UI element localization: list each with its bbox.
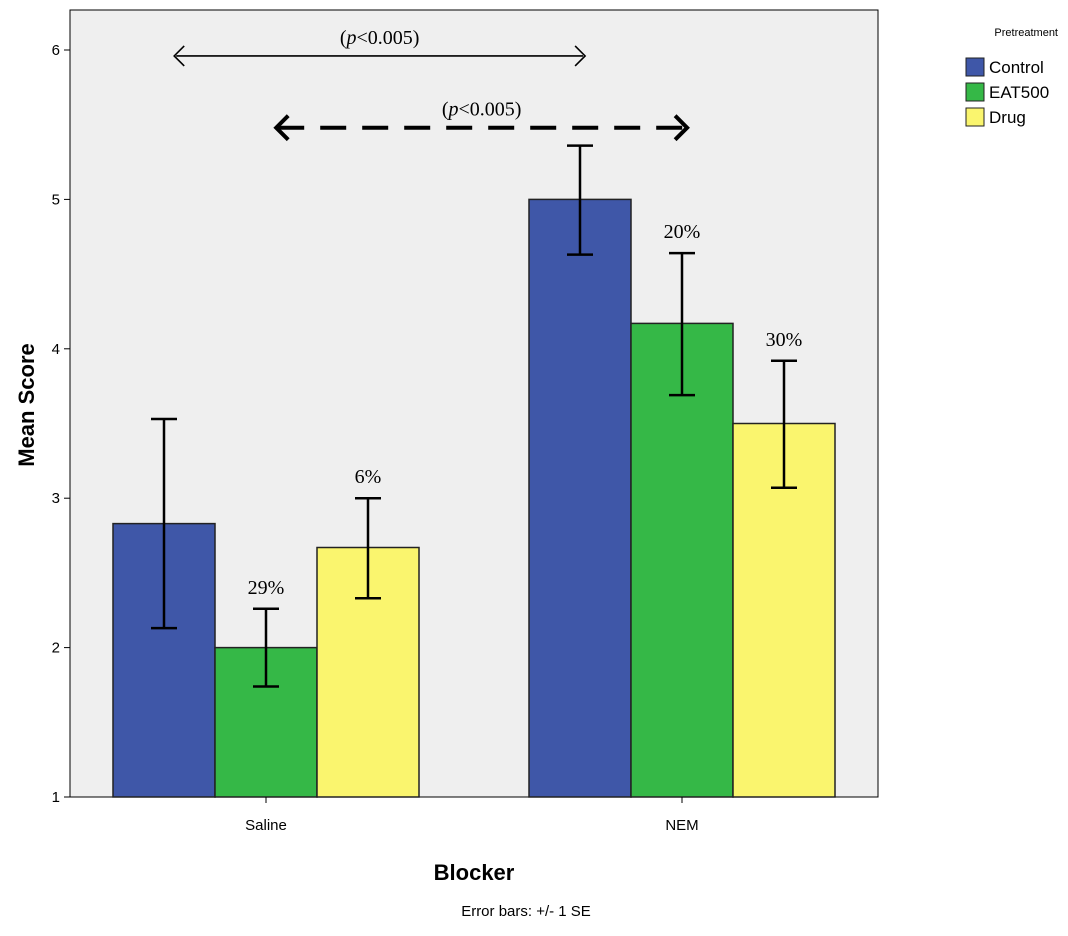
value-label-eat500-nem: 20% (664, 221, 701, 243)
y-tick-label-6: 6 (52, 42, 60, 59)
legend-swatch-eat500 (965, 82, 985, 102)
legend-swatch-drug (965, 107, 985, 127)
legend-label-control: Control (989, 58, 1044, 77)
error-bar-control-nem (567, 144, 593, 256)
y-tick-label-3: 3 (52, 490, 60, 507)
legend: Pretreatment Control EAT500 Drug (965, 27, 1058, 127)
bar-eat500-nem (630, 322, 734, 798)
comparison-arrow-1 (173, 45, 587, 67)
legend-label-drug: Drug (989, 108, 1026, 127)
bar-control-nem (528, 198, 632, 798)
x-axis-title: Blocker (434, 860, 515, 885)
comparison-label-1: (p<0.005) (340, 27, 420, 49)
legend-item-drug: Drug (965, 107, 1026, 127)
axes-layer: 1 2 3 4 5 6 Saline NEM (52, 42, 699, 834)
legend-title: Pretreatment (994, 27, 1058, 39)
y-tick-label-5: 5 (52, 191, 60, 208)
y-tick-label-2: 2 (52, 640, 60, 657)
annotations-layer: 29% 20% 6% 30% (p<0.005) (p<0.005) (173, 27, 803, 599)
legend-swatch-control (965, 57, 985, 77)
error-bar-eat500-saline (253, 607, 279, 688)
comparison-label-2: (p<0.005) (442, 99, 522, 121)
error-bars-layer (151, 144, 797, 688)
error-bar-control-saline (151, 417, 177, 630)
y-tick-label-1: 1 (52, 789, 60, 806)
footnote: Error bars: +/- 1 SE (461, 903, 591, 920)
value-label-drug-nem: 30% (766, 329, 803, 351)
y-axis-title: Mean Score (14, 343, 39, 467)
value-label-eat500-saline: 29% (248, 577, 285, 599)
legend-item-eat500: EAT500 (965, 82, 1049, 102)
x-tick-label-saline: Saline (245, 817, 287, 834)
value-label-drug-saline: 6% (355, 466, 382, 488)
error-bar-eat500-nem (669, 251, 695, 397)
error-bar-drug-nem (771, 359, 797, 489)
y-tick-label-4: 4 (52, 341, 60, 358)
legend-item-control: Control (965, 57, 1044, 77)
x-tick-label-nem: NEM (665, 817, 698, 834)
legend-label-eat500: EAT500 (989, 83, 1049, 102)
error-bar-drug-saline (355, 496, 381, 600)
comparison-arrow-2 (273, 114, 690, 142)
